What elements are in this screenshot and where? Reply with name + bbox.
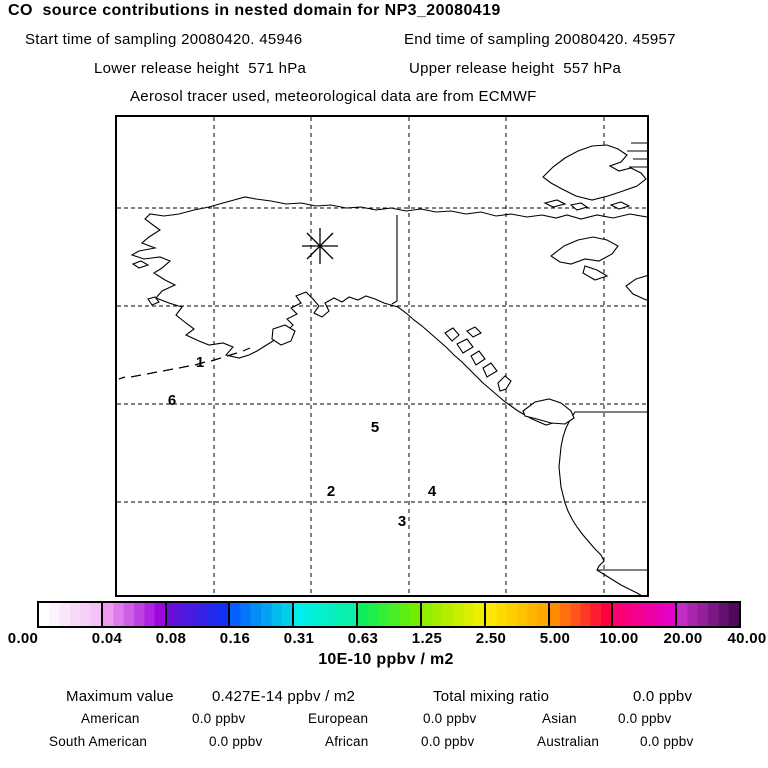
colorbar-units-label: 10E-10 ppbv / m2	[318, 651, 454, 668]
colorbar-tick: 2.50	[475, 630, 507, 647]
region-name-south-american: South American	[49, 734, 148, 749]
region-name-african: African	[325, 734, 369, 749]
colorbar-segment	[292, 603, 357, 626]
colorbar-tick: 1.25	[411, 630, 443, 647]
region-value-asian: 0.0 ppbv	[618, 711, 672, 726]
colorbar-segment	[228, 603, 293, 626]
border-lines	[391, 215, 647, 571]
region-value-african: 0.0 ppbv	[421, 734, 475, 749]
region-value-south-american: 0.0 ppbv	[209, 734, 263, 749]
total-mixing-ratio-label: Total mixing ratio	[433, 688, 550, 705]
station-marker-5: 5	[371, 419, 379, 436]
colorbar-tick: 0.08	[155, 630, 187, 647]
end-time-label: End time of sampling 20080420. 45957	[404, 31, 676, 48]
station-marker-3: 3	[398, 513, 406, 530]
colorbar-segment	[611, 603, 676, 626]
colorbar-segment	[675, 603, 739, 626]
region-value-european: 0.0 ppbv	[423, 711, 477, 726]
region-name-american: American	[81, 711, 140, 726]
tracer-note: Aerosol tracer used, meteorological data…	[130, 88, 537, 105]
station-marker-6: 6	[168, 392, 176, 409]
colorbar-segment	[419, 603, 484, 626]
map-frame	[115, 115, 649, 597]
region-name-asian: Asian	[542, 711, 577, 726]
lower-release-label: Lower release height 571 hPa	[94, 60, 307, 77]
border-alaska-yukon	[391, 215, 398, 305]
colorbar-segment	[483, 603, 548, 626]
colorbar-tick: 20.00	[663, 630, 703, 647]
colorbar	[37, 601, 741, 628]
colorbar-tick: 0.04	[91, 630, 123, 647]
colorbar-tick: 0.16	[219, 630, 251, 647]
colorbar-segment	[100, 603, 165, 626]
colorbar-tick: 0.00	[7, 630, 39, 647]
station-marker-2: 2	[327, 483, 335, 500]
colorbar-tick: 5.00	[539, 630, 571, 647]
colorbar-segment	[39, 603, 101, 626]
colorbar-tick: 40.00	[727, 630, 767, 647]
colorbar-tick: 10.00	[599, 630, 639, 647]
coastline-aleutian-islands	[118, 347, 251, 380]
total-mixing-ratio-value: 0.0 ppbv	[633, 688, 693, 705]
map-panel: 1 2 3 4 5 6	[115, 115, 649, 597]
station-marker-1: 1	[196, 354, 204, 371]
release-point-marker-icon	[302, 228, 338, 264]
start-time-label: Start time of sampling 20080420. 45946	[25, 31, 303, 48]
station-number-markers: 1 2 3 4 5 6	[168, 354, 437, 530]
station-marker-4: 4	[428, 483, 437, 500]
page-title: CO source contributions in nested domain…	[8, 2, 501, 19]
colorbar-tick: 0.63	[347, 630, 379, 647]
coastline-mainland	[130, 196, 648, 597]
region-name-european: European	[308, 711, 369, 726]
region-value-australian: 0.0 ppbv	[640, 734, 694, 749]
coastline-arctic-islands	[542, 142, 649, 302]
region-value-american: 0.0 ppbv	[192, 711, 246, 726]
upper-release-label: Upper release height 557 hPa	[409, 60, 622, 77]
colorbar-segment	[164, 603, 229, 626]
colorbar-tick: 0.31	[283, 630, 315, 647]
maximum-value: 0.427E-14 ppbv / m2	[212, 688, 356, 705]
coastline-islands	[131, 260, 575, 425]
region-name-australian: Australian	[537, 734, 600, 749]
colorbar-segment	[547, 603, 612, 626]
colorbar-segment	[356, 603, 420, 626]
maximum-value-label: Maximum value	[66, 688, 174, 705]
